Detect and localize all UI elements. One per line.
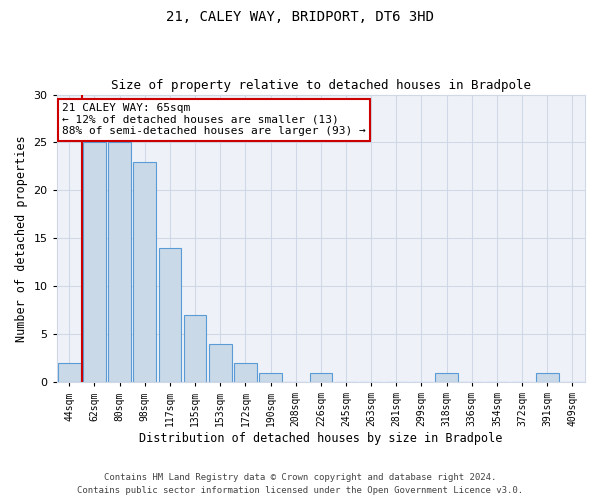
Y-axis label: Number of detached properties: Number of detached properties bbox=[15, 135, 28, 342]
Text: 21 CALEY WAY: 65sqm
← 12% of detached houses are smaller (13)
88% of semi-detach: 21 CALEY WAY: 65sqm ← 12% of detached ho… bbox=[62, 103, 366, 136]
Bar bbox=[259, 372, 282, 382]
Title: Size of property relative to detached houses in Bradpole: Size of property relative to detached ho… bbox=[111, 79, 531, 92]
Text: 21, CALEY WAY, BRIDPORT, DT6 3HD: 21, CALEY WAY, BRIDPORT, DT6 3HD bbox=[166, 10, 434, 24]
Bar bbox=[310, 372, 332, 382]
Bar bbox=[209, 344, 232, 382]
Bar bbox=[108, 142, 131, 382]
Bar bbox=[133, 162, 156, 382]
Bar bbox=[234, 363, 257, 382]
Bar bbox=[536, 372, 559, 382]
X-axis label: Distribution of detached houses by size in Bradpole: Distribution of detached houses by size … bbox=[139, 432, 503, 445]
Bar bbox=[58, 363, 80, 382]
Bar bbox=[436, 372, 458, 382]
Bar bbox=[184, 315, 206, 382]
Text: Contains HM Land Registry data © Crown copyright and database right 2024.
Contai: Contains HM Land Registry data © Crown c… bbox=[77, 474, 523, 495]
Bar bbox=[158, 248, 181, 382]
Bar bbox=[83, 142, 106, 382]
